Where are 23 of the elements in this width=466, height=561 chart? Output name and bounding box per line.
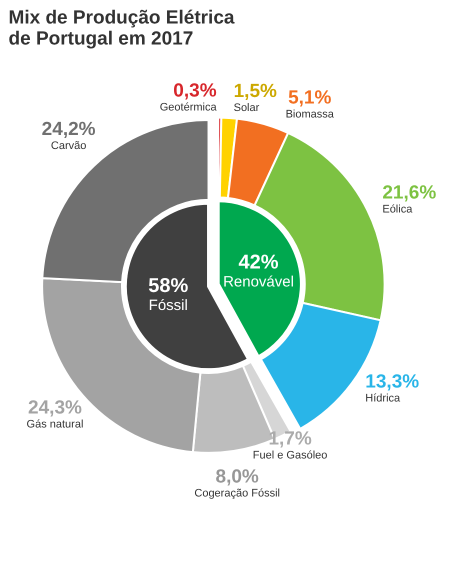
data-label: 24,3% — [28, 398, 82, 419]
text: Fóssil — [148, 296, 188, 314]
data-label: 5,1% — [288, 88, 332, 108]
slice-label: Carvão — [50, 140, 86, 152]
slice-label: Geotérmica — [160, 102, 218, 114]
slice-label: Eólica — [382, 203, 414, 216]
chart-title: Mix de Produção Elétrica de Portugal em 2017 — [8, 8, 235, 50]
text: Renovável — [223, 274, 294, 291]
data-label: 21,6% — [382, 182, 436, 204]
data-label: 0,3% — [173, 80, 217, 102]
slice-label: Hídrica — [365, 392, 402, 404]
slice-label: Fuel e Gasóleo — [252, 450, 328, 462]
data-label: 13,3% — [365, 372, 420, 392]
data-label: 8,0% — [216, 466, 259, 488]
slice-label: Cogeração Fóssil — [194, 487, 280, 500]
slice-label: Biomassa — [286, 108, 335, 120]
data-label: 1,7% — [268, 428, 312, 450]
data-label: 58% — [148, 274, 188, 297]
slice-label: Solar — [234, 102, 260, 114]
slice-label: Gás natural — [26, 418, 84, 431]
data-label: 42% — [238, 252, 279, 274]
data-label: 24,2% — [42, 118, 96, 140]
data-label: 1,5% — [234, 81, 278, 102]
